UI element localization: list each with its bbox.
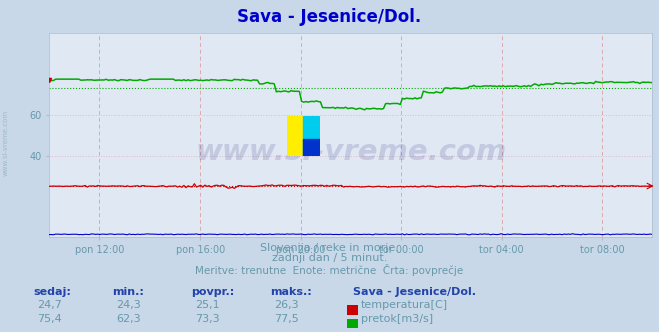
Text: 24,7: 24,7	[37, 300, 62, 310]
Text: min.:: min.:	[112, 287, 144, 297]
Text: maks.:: maks.:	[270, 287, 312, 297]
Polygon shape	[303, 116, 320, 136]
Text: 77,5: 77,5	[274, 314, 299, 324]
Text: 73,3: 73,3	[195, 314, 220, 324]
Text: sedaj:: sedaj:	[33, 287, 71, 297]
Text: 75,4: 75,4	[37, 314, 62, 324]
Text: 25,1: 25,1	[195, 300, 220, 310]
Text: pretok[m3/s]: pretok[m3/s]	[361, 314, 433, 324]
Text: 24,3: 24,3	[116, 300, 141, 310]
Text: temperatura[C]: temperatura[C]	[361, 300, 448, 310]
Text: Slovenija / reke in morje.: Slovenija / reke in morje.	[260, 243, 399, 253]
Polygon shape	[303, 136, 320, 156]
Text: 26,3: 26,3	[274, 300, 299, 310]
Text: povpr.:: povpr.:	[191, 287, 235, 297]
Text: zadnji dan / 5 minut.: zadnji dan / 5 minut.	[272, 253, 387, 263]
Polygon shape	[287, 116, 320, 156]
Text: Sava - Jesenice/Dol.: Sava - Jesenice/Dol.	[237, 8, 422, 26]
Text: www.si-vreme.com: www.si-vreme.com	[2, 110, 9, 176]
Text: 62,3: 62,3	[116, 314, 141, 324]
Text: Sava - Jesenice/Dol.: Sava - Jesenice/Dol.	[353, 287, 476, 297]
Text: www.si-vreme.com: www.si-vreme.com	[195, 138, 507, 166]
Polygon shape	[303, 116, 320, 156]
Text: Meritve: trenutne  Enote: metrične  Črta: povprečje: Meritve: trenutne Enote: metrične Črta: …	[195, 264, 464, 276]
Polygon shape	[303, 139, 320, 156]
Polygon shape	[287, 116, 303, 156]
